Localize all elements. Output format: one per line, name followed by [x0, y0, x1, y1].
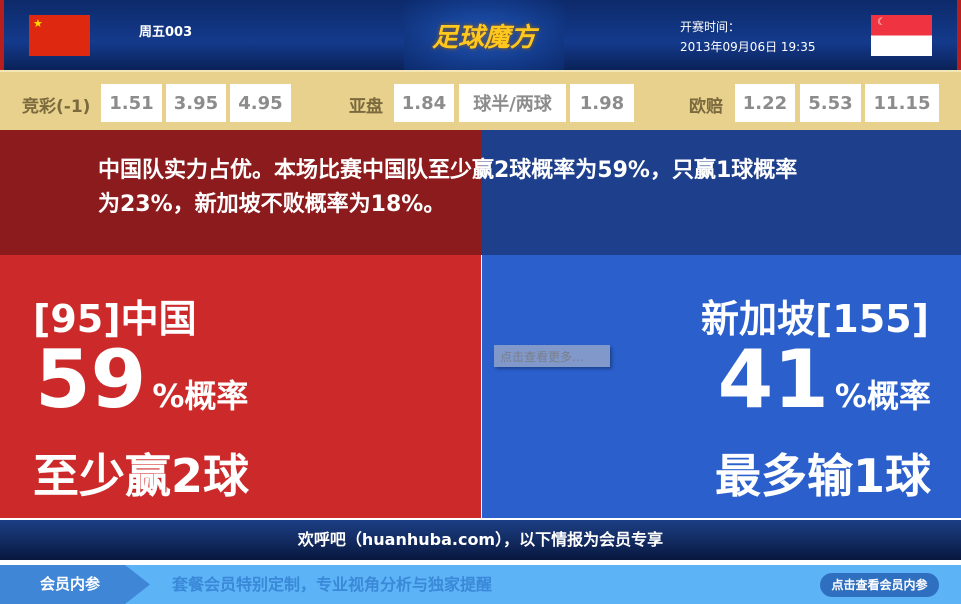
away-pct-unit: %概率 [834, 377, 931, 415]
away-pct: 41 [717, 333, 829, 426]
logo: 足球魔方 [404, 0, 564, 70]
odds-value: 4.95 [230, 84, 291, 122]
view-member-button[interactable]: 点击查看会员内参 [820, 573, 939, 597]
home-panel: [95]中国 59 %概率 至少赢2球 [0, 255, 481, 518]
away-panel: 新加坡[155] 41 %概率 最多输1球 [482, 255, 961, 518]
member-slogan: 套餐会员特别定制，专业视角分析与独家提醒 [172, 575, 493, 594]
home-pct-unit: %概率 [152, 377, 249, 415]
odds-value: 3.95 [166, 84, 226, 122]
home-probability: 59 %概率 [35, 335, 248, 425]
home-pct: 59 [35, 333, 147, 426]
summary-panel: 中国队实力占优。本场比赛中国队至少赢2球概率为59%，只赢1球概率为23%，新加… [0, 130, 961, 255]
summary-text: 中国队实力占优。本场比赛中国队至少赢2球概率为59%，只赢1球概率为23%，新加… [98, 158, 798, 217]
euro-label: 欧赔 [689, 97, 723, 117]
odds-value: 1.22 [735, 84, 795, 122]
odds-value: 1.84 [394, 84, 454, 122]
kickoff-label: 开赛时间： [680, 20, 741, 34]
china-flag-icon: ★ [29, 15, 90, 56]
home-team: [95]中国 [33, 297, 197, 341]
odds-bar: 竞彩(-1) 1.51 3.95 4.95 亚盘 1.84 球半/两球 1.98… [0, 70, 961, 130]
kickoff: 开赛时间： 2013年09月06日 19:35 [680, 17, 815, 57]
odds-value: 球半/两球 [459, 84, 566, 122]
asian-label: 亚盘 [349, 97, 383, 117]
match-number: 周五003 [139, 25, 193, 40]
odds-value: 5.53 [800, 84, 861, 122]
header: ★ 周五003 足球魔方 开赛时间： 2013年09月06日 19:35 ☾ [0, 0, 961, 70]
away-result: 最多输1球 [714, 449, 931, 503]
odds-value: 11.15 [865, 84, 939, 122]
member-bar: 会员内参 套餐会员特别定制，专业视角分析与独家提醒 点击查看会员内参 [0, 565, 961, 604]
home-result: 至少赢2球 [33, 449, 250, 503]
away-team: 新加坡[155] [700, 297, 929, 341]
jingcai-label: 竞彩(-1) [22, 97, 91, 117]
kickoff-time: 2013年09月06日 19:35 [680, 40, 816, 54]
member-label: 会员内参 [0, 565, 150, 604]
more-tooltip[interactable]: 点击查看更多... [494, 345, 610, 367]
singapore-flag-icon: ☾ [871, 15, 932, 56]
away-probability: 41 %概率 [718, 335, 931, 425]
odds-value: 1.51 [101, 84, 162, 122]
welcome-bar: 欢呼吧（huanhuba.com），以下情报为会员专享 [0, 520, 961, 560]
odds-value: 1.98 [570, 84, 634, 122]
